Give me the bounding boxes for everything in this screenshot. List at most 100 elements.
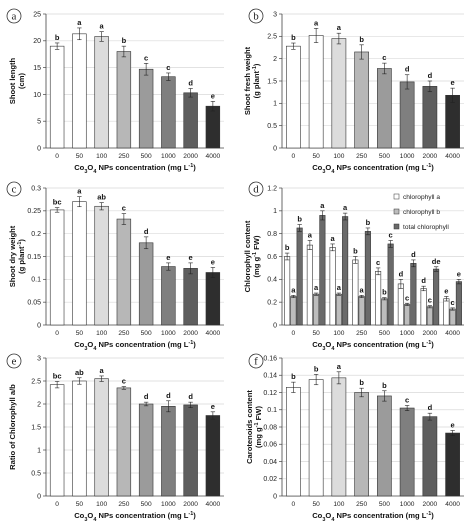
y-tick-label: 0.06 (263, 442, 277, 449)
significance-label: e (451, 78, 455, 87)
x-tick-label: 250 (118, 501, 129, 508)
x-tick-label: 50 (312, 153, 320, 160)
y-axis-label: (mg g-1 FW) (252, 235, 261, 277)
bar (286, 387, 301, 497)
significance-label: b (359, 378, 364, 387)
bar (331, 38, 347, 149)
significance-label: a (360, 285, 365, 294)
bar (422, 416, 438, 497)
x-tick-label: 50 (312, 501, 320, 508)
significance-label: b (291, 33, 296, 42)
x-tick-label: 250 (118, 153, 129, 160)
bar (399, 81, 415, 149)
bar (308, 379, 324, 497)
x-tick-label: 4000 (206, 501, 221, 508)
significance-label: c (428, 296, 432, 305)
significance-label: d (405, 65, 410, 74)
y-tick-label: 0 (273, 322, 277, 329)
significance-label: c (144, 53, 148, 62)
significance-label: a (308, 231, 313, 240)
bar (205, 415, 221, 497)
x-tick-label: 2000 (423, 330, 438, 337)
y-tick-label: 0.15 (27, 254, 41, 261)
y-axis-label: Chlorophyll content (243, 220, 252, 292)
panel-e: 0 0.5 1 1.5 2 2.5 3 0 50 100 250 500 1000 2000 4000 bc a… (6, 353, 224, 521)
y-tick-label: 1 (37, 447, 41, 454)
bar (445, 94, 460, 149)
bar (94, 378, 109, 497)
bar (377, 68, 392, 149)
bar (49, 45, 65, 149)
y-axis-label: Ratio of Chlorophyll a/b (8, 384, 17, 470)
bar (420, 288, 427, 326)
bar (161, 266, 176, 326)
bar (352, 259, 359, 326)
significance-label: d (166, 391, 171, 400)
x-axis-label: Co3O4 NPs concentration (mg L-1) (312, 340, 434, 352)
significance-label: b (353, 247, 358, 256)
y-tick-label: 0.16 (263, 355, 277, 362)
bar (375, 271, 382, 326)
y-tick-label: 1.2 (267, 185, 277, 192)
significance-label: d (421, 276, 426, 285)
x-tick-label: 4000 (445, 153, 460, 160)
significance-label: c (122, 377, 126, 386)
x-tick-label: 500 (379, 153, 390, 160)
bar (183, 404, 198, 497)
bar (290, 296, 297, 326)
x-tick-label: 100 (333, 330, 344, 337)
x-tick-label: 500 (141, 153, 152, 160)
significance-label: b (285, 243, 290, 252)
bar (286, 45, 301, 149)
x-axis-label: Co3O4 NPs concentration (mg L-1) (312, 163, 434, 175)
x-tick-label: 0 (292, 153, 296, 160)
bar (443, 298, 450, 326)
y-tick-label: 0.08 (263, 424, 277, 431)
significance-label: b (297, 215, 302, 224)
significance-label: a (100, 366, 105, 375)
panel-letter-circle (6, 353, 22, 369)
x-tick-label: 1000 (400, 501, 415, 508)
bar (49, 209, 65, 326)
x-tick-label: 50 (76, 501, 84, 508)
x-tick-label: 2000 (423, 501, 438, 508)
y-tick-label: 0 (37, 493, 41, 500)
y-tick-label: 2.5 (267, 34, 277, 41)
panel-letter-circle (6, 181, 22, 197)
y-tick-label: 10 (33, 92, 41, 99)
y-tick-label: 3 (273, 11, 277, 18)
significance-label: c (166, 63, 170, 72)
x-tick-label: 50 (76, 330, 84, 337)
x-axis-label: Co3O4 NPs concentration (mg L-1) (74, 163, 196, 175)
x-tick-label: 50 (76, 153, 84, 160)
bar (433, 268, 440, 326)
panel-c: 0 0.05 0.1 0.15 0.2 0.25 0.3 0 50 100 250 500 1000 20… (6, 181, 224, 352)
y-tick-label: 3 (37, 355, 41, 362)
significance-label: a (320, 201, 325, 210)
y-tick-label: 0 (273, 493, 277, 500)
significance-label: b (359, 35, 364, 44)
bar (455, 281, 462, 326)
significance-label: ab (75, 368, 84, 377)
x-tick-label: 250 (356, 153, 367, 160)
bar (331, 377, 347, 497)
x-tick-label: 2000 (183, 153, 198, 160)
significance-label: e (457, 269, 461, 278)
significance-label: e (166, 253, 170, 262)
x-tick-label: 100 (333, 501, 344, 508)
bar (138, 68, 154, 149)
y-tick-label: 0.02 (263, 476, 277, 483)
bar (94, 36, 109, 149)
significance-label: e (211, 257, 215, 266)
bar (116, 387, 132, 497)
significance-label: de (432, 257, 441, 266)
x-tick-label: 500 (379, 501, 390, 508)
bar (342, 216, 349, 326)
panel-letter: d (253, 184, 259, 196)
x-tick-label: 2000 (183, 501, 198, 508)
significance-label: a (337, 283, 342, 292)
significance-label: a (343, 203, 348, 212)
y-tick-label: 0.12 (263, 390, 277, 397)
